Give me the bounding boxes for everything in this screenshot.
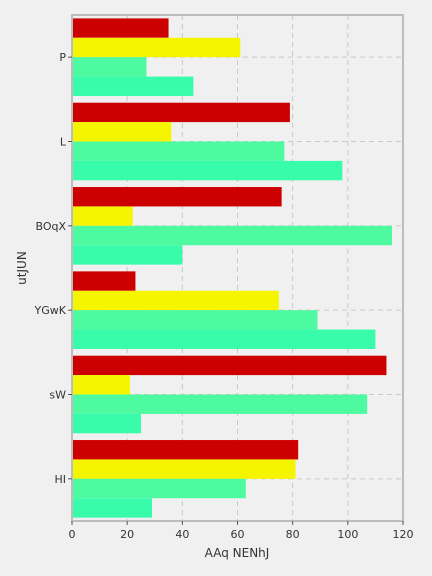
y-tick-label: YGwK [34,304,67,317]
y-tick-label: BOqX [35,220,66,233]
bar-L-2 [72,141,285,161]
bar-BOqX-1 [72,206,133,226]
bar-P-2 [72,57,147,77]
y-axis-label: utJUN [15,251,29,285]
x-tick-label: 0 [69,528,76,541]
bars [72,18,392,518]
x-tick-label: 20 [120,528,134,541]
bar-L-3 [72,160,343,181]
bar-HI-2 [72,478,246,499]
x-tick-label: 60 [231,528,245,541]
y-tick-label: P [59,51,66,64]
bar-BOqX-3 [72,245,183,265]
bar-YGwK-1 [72,290,279,311]
x-tick-label: 80 [286,528,300,541]
bar-sW-1 [72,375,130,395]
bar-BOqX-0 [72,187,282,207]
bar-L-0 [72,102,290,123]
bar-YGwK-2 [72,310,318,330]
y-tick-label: sW [49,389,66,402]
bar-HI-1 [72,459,296,479]
bar-BOqX-2 [72,225,392,246]
bar-HI-3 [72,498,152,518]
ticks: 0 20 40 60 80 100 120 P L BOqX YGwK sW HI [34,51,414,541]
bar-sW-0 [72,355,387,376]
bar-P-1 [72,37,241,58]
x-tick-label: 120 [393,528,414,541]
bar-sW-2 [72,394,368,414]
bar-P-0 [72,18,169,38]
bar-HI-0 [72,440,299,460]
bar-YGwK-3 [72,329,376,349]
y-tick-label: HI [54,473,66,486]
bar-P-3 [72,76,194,96]
x-axis-label: AAq NENhJ [205,546,270,560]
x-tick-label: 100 [337,528,358,541]
bar-sW-3 [72,413,141,434]
x-tick-label: 40 [175,528,189,541]
y-tick-label: L [60,136,67,149]
bar-YGwK-0 [72,271,136,291]
bar-L-1 [72,122,172,142]
